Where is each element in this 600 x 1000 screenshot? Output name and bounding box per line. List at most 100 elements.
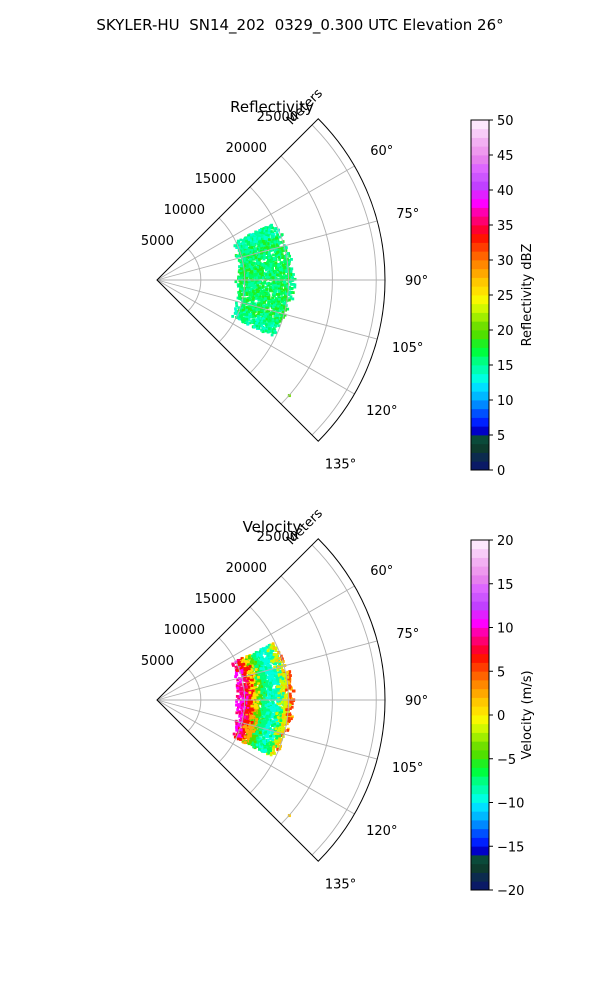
echo-bin <box>281 277 285 280</box>
echo-bin <box>270 722 274 726</box>
echo-bin <box>233 735 237 739</box>
azimuth-tick-label: 75° <box>396 627 419 642</box>
colorbar-tick-label: 10 <box>497 394 514 409</box>
echo-bin <box>284 308 287 312</box>
echo-bin <box>243 262 246 266</box>
echo-bin <box>285 722 289 726</box>
echo-bin <box>263 315 266 318</box>
echo-bin <box>235 673 239 677</box>
echo-bin <box>257 253 260 256</box>
echo-bin <box>258 733 261 737</box>
echo-bin <box>252 261 256 265</box>
echo-bin <box>236 659 240 662</box>
echo-bin <box>278 670 281 673</box>
echo-bin <box>266 260 269 264</box>
colorbar-tick-label: 35 <box>497 219 514 234</box>
echo-bin <box>283 698 286 701</box>
echo-bin <box>267 690 270 694</box>
echo-bin <box>268 695 271 698</box>
echo-bin <box>240 287 244 291</box>
echo-bin <box>271 276 275 280</box>
echo-bin <box>249 675 253 679</box>
echo-bin <box>252 318 256 322</box>
echo-bin <box>285 673 289 677</box>
colorbar-swatch <box>471 592 489 602</box>
colorbar-swatch <box>471 120 489 130</box>
colorbar-swatch <box>471 128 489 138</box>
echo-bin <box>256 283 260 287</box>
echo-bin <box>246 268 249 272</box>
echo-bin <box>262 289 266 293</box>
echo-bin <box>271 647 275 650</box>
echo-bin <box>264 652 267 656</box>
echo-bin <box>255 276 259 280</box>
echo-bin <box>286 252 290 255</box>
echo-bin <box>247 671 251 675</box>
echo-bin <box>241 658 245 662</box>
echo-bin <box>274 680 277 683</box>
range-tick-label: 5000 <box>141 654 174 669</box>
echo-bin <box>256 266 259 269</box>
echo-bin <box>254 726 258 729</box>
echo-bin <box>247 318 251 322</box>
colorbar-swatch <box>471 408 489 418</box>
echo-bin <box>260 662 264 665</box>
echo-bin <box>250 721 254 724</box>
echo-bin <box>259 733 263 736</box>
echo-bin <box>288 670 292 673</box>
echo-bin <box>284 249 288 252</box>
echo-bin <box>253 677 256 681</box>
echo-bin <box>257 303 260 307</box>
colorbar-tick-label: 20 <box>497 534 514 549</box>
colorbar-swatch <box>471 863 489 873</box>
echo-bin <box>283 296 287 299</box>
echo-bin <box>290 258 293 261</box>
echo-bin <box>249 260 253 264</box>
echo-bin <box>272 646 276 650</box>
colorbar-swatch <box>471 286 489 296</box>
echo-bin <box>256 652 260 656</box>
echo-bin <box>256 325 259 329</box>
echo-bin <box>258 323 262 327</box>
echo-bin <box>255 741 259 744</box>
echo-bin <box>269 682 272 685</box>
echo-bin <box>254 314 258 318</box>
echo-bin <box>254 728 257 731</box>
echo-bin <box>278 246 282 250</box>
echo-bin <box>247 236 250 240</box>
echo-bin <box>245 293 249 296</box>
echo-bin <box>281 677 285 681</box>
echo-bin <box>244 314 248 318</box>
echo-bin <box>260 749 263 752</box>
figure-title: SKYLER-HU SN14_202 0329_0.300 UTC Elevat… <box>96 16 504 34</box>
echo-bin <box>282 291 285 295</box>
echo-bin <box>269 282 273 286</box>
echo-bin <box>252 243 256 246</box>
echo-bin <box>290 273 294 276</box>
echo-bin <box>262 664 265 668</box>
colorbar-tick-label: 0 <box>497 464 505 479</box>
echo-bin <box>242 720 246 724</box>
echo-bin <box>270 328 274 332</box>
echo-bin <box>269 645 273 649</box>
echo-bin <box>277 708 281 712</box>
echo-bin <box>251 288 255 291</box>
echo-bin <box>283 268 286 272</box>
echo-bin <box>260 321 263 325</box>
echo-bin <box>280 684 284 687</box>
echo-bin <box>272 321 275 325</box>
colorbar-swatch <box>471 828 489 838</box>
echo-bin <box>259 269 262 273</box>
echo-bin <box>246 707 250 710</box>
echo-bin <box>285 681 289 685</box>
echo-bin <box>240 657 244 660</box>
echo-bin <box>285 713 289 716</box>
echo-bin <box>261 227 265 231</box>
echo-bin <box>255 688 259 691</box>
echo-bin <box>249 660 252 664</box>
echo-bin <box>278 255 281 259</box>
echo-bin <box>235 703 238 707</box>
echo-bin <box>265 713 268 716</box>
colorbar-swatch <box>471 688 489 698</box>
echo-bin <box>268 651 272 655</box>
